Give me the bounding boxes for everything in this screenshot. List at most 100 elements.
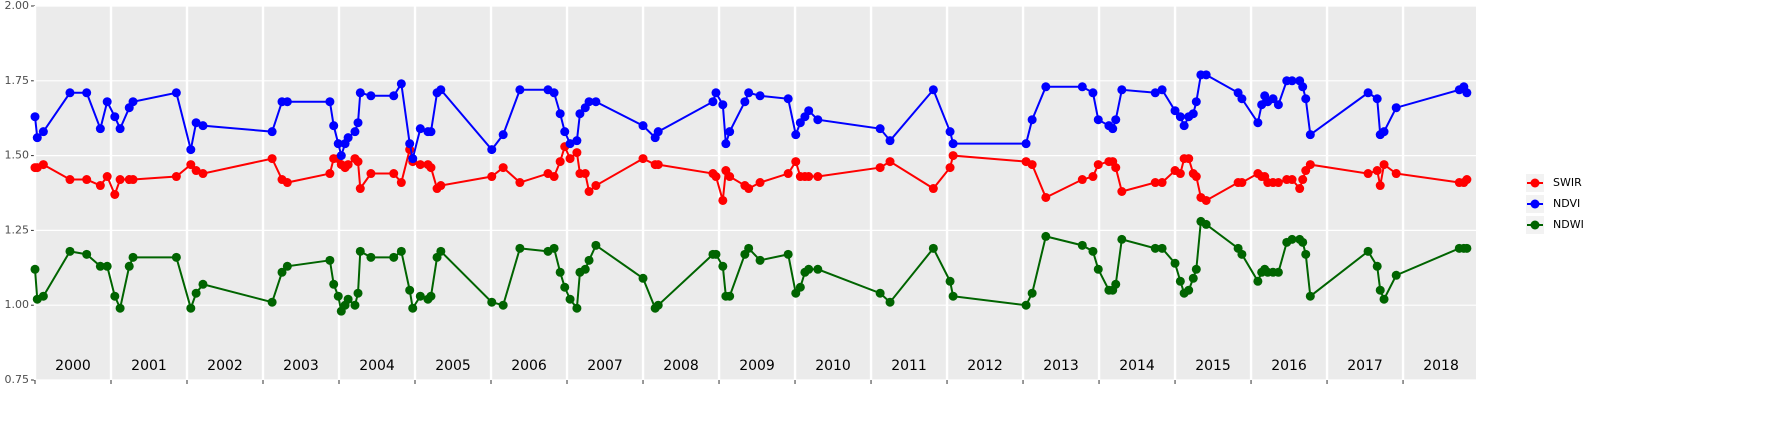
point bbox=[721, 139, 731, 149]
point bbox=[885, 297, 895, 307]
point bbox=[82, 88, 92, 98]
point bbox=[498, 300, 508, 310]
point bbox=[1372, 166, 1382, 176]
year-label: 2016 bbox=[1271, 358, 1307, 374]
point bbox=[191, 166, 201, 176]
point bbox=[1157, 178, 1167, 188]
point bbox=[333, 139, 343, 149]
point bbox=[1391, 103, 1401, 113]
point bbox=[198, 169, 208, 179]
point bbox=[804, 106, 814, 116]
point bbox=[415, 291, 425, 301]
point bbox=[1237, 94, 1247, 104]
point bbox=[1287, 76, 1297, 86]
point bbox=[396, 246, 406, 256]
point bbox=[115, 175, 125, 185]
point bbox=[350, 127, 360, 137]
point bbox=[115, 303, 125, 313]
legend-item: SWIR bbox=[1526, 174, 1582, 192]
point bbox=[95, 124, 105, 134]
point bbox=[389, 91, 399, 101]
point bbox=[725, 291, 735, 301]
point bbox=[325, 97, 335, 107]
point bbox=[1027, 115, 1037, 125]
point bbox=[555, 109, 565, 119]
point bbox=[38, 291, 48, 301]
point bbox=[875, 288, 885, 298]
point bbox=[1305, 160, 1315, 170]
point bbox=[638, 121, 648, 131]
legend-item: NDWI bbox=[1526, 216, 1584, 234]
point bbox=[1184, 154, 1194, 164]
point bbox=[1295, 184, 1305, 194]
point bbox=[560, 127, 570, 137]
point bbox=[591, 181, 601, 191]
point bbox=[110, 112, 120, 122]
point bbox=[783, 249, 793, 259]
point bbox=[1041, 82, 1051, 92]
point bbox=[110, 291, 120, 301]
year-label: 2014 bbox=[1119, 358, 1155, 374]
point bbox=[1462, 175, 1472, 185]
point bbox=[945, 127, 955, 137]
point bbox=[32, 133, 42, 143]
point bbox=[515, 85, 525, 95]
point bbox=[405, 285, 415, 295]
point bbox=[718, 195, 728, 205]
point bbox=[725, 127, 735, 137]
year-label: 2011 bbox=[891, 358, 927, 374]
point bbox=[718, 261, 728, 271]
y-tick-label: 0.75 bbox=[5, 373, 30, 386]
point bbox=[186, 303, 196, 313]
point bbox=[366, 169, 376, 179]
point bbox=[813, 115, 823, 125]
year-label: 2018 bbox=[1423, 358, 1459, 374]
point bbox=[1184, 285, 1194, 295]
legend-label: NDWI bbox=[1553, 218, 1584, 231]
point bbox=[102, 97, 112, 107]
point bbox=[355, 88, 365, 98]
point bbox=[1088, 88, 1098, 98]
y-tick-label: 1.50 bbox=[5, 149, 30, 162]
point bbox=[945, 276, 955, 286]
point bbox=[1298, 237, 1308, 247]
point bbox=[396, 178, 406, 188]
point bbox=[744, 184, 754, 194]
point bbox=[875, 124, 885, 134]
point bbox=[565, 139, 575, 149]
point bbox=[928, 184, 938, 194]
legend-label: SWIR bbox=[1553, 176, 1582, 189]
point bbox=[171, 172, 181, 182]
point bbox=[415, 124, 425, 134]
legend-point bbox=[1530, 199, 1540, 209]
point bbox=[186, 160, 196, 170]
point bbox=[1372, 261, 1382, 271]
point bbox=[282, 97, 292, 107]
point bbox=[1363, 88, 1373, 98]
point bbox=[336, 151, 346, 161]
point bbox=[1175, 169, 1185, 179]
point bbox=[1188, 273, 1198, 283]
point bbox=[572, 148, 582, 158]
point bbox=[948, 139, 958, 149]
point bbox=[1088, 172, 1098, 182]
point bbox=[95, 261, 105, 271]
point bbox=[191, 118, 201, 128]
point bbox=[38, 160, 48, 170]
point bbox=[1305, 291, 1315, 301]
point bbox=[267, 127, 277, 137]
point bbox=[948, 291, 958, 301]
point bbox=[885, 136, 895, 146]
point bbox=[198, 121, 208, 131]
point bbox=[65, 175, 75, 185]
y-tick-label: 2.00 bbox=[5, 0, 30, 12]
point bbox=[191, 288, 201, 298]
point bbox=[366, 252, 376, 262]
point bbox=[1391, 270, 1401, 280]
y-tick-label: 1.00 bbox=[5, 298, 30, 311]
point bbox=[1117, 85, 1127, 95]
point bbox=[744, 243, 754, 253]
point bbox=[30, 264, 40, 274]
point bbox=[795, 282, 805, 292]
